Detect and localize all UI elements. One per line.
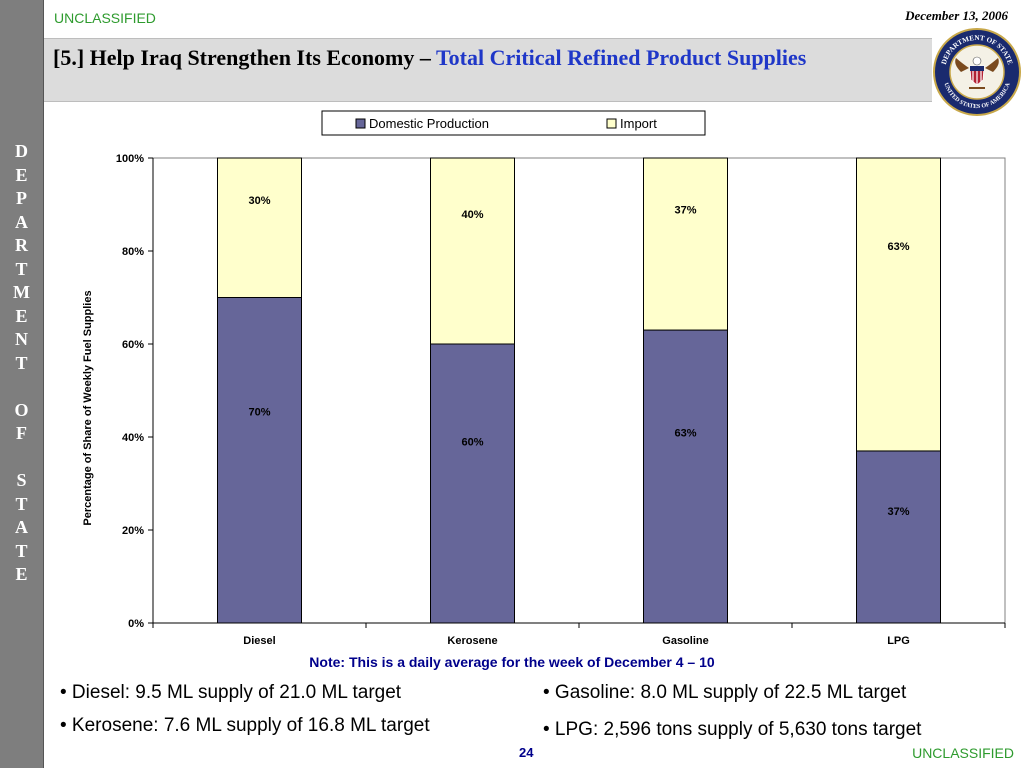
page-number: 24 bbox=[519, 745, 534, 760]
sidebar-band: D E P A R T M E N T O F S T A T E bbox=[0, 0, 44, 768]
y-axis-label: Percentage of Share of Weekly Fuel Suppl… bbox=[82, 290, 94, 525]
y-tick-label: 20% bbox=[122, 525, 144, 537]
bar-segment bbox=[217, 297, 302, 624]
bullet-kerosene: • Kerosene: 7.6 ML supply of 16.8 ML tar… bbox=[60, 715, 430, 736]
chart-note: Note: This is a daily average for the we… bbox=[309, 654, 715, 670]
y-tick-label: 0% bbox=[128, 618, 144, 630]
data-label: 70% bbox=[248, 406, 270, 418]
chart-legend bbox=[321, 110, 706, 136]
bullet-lpg: • LPG: 2,596 tons supply of 5,630 tons t… bbox=[543, 719, 922, 740]
legend-label: Import bbox=[620, 116, 657, 131]
data-label: 37% bbox=[674, 205, 696, 217]
legend-swatch bbox=[355, 118, 366, 129]
data-label: 60% bbox=[461, 437, 483, 449]
department-of-state-seal-icon: DEPARTMENT OF STATE UNITED STATES OF AME… bbox=[933, 28, 1021, 116]
classification-top: UNCLASSIFIED bbox=[54, 10, 156, 26]
bar-segment bbox=[217, 157, 302, 298]
slide-date: December 13, 2006 bbox=[905, 8, 1008, 23]
bullet-gasoline: • Gasoline: 8.0 ML supply of 22.5 ML tar… bbox=[543, 682, 907, 703]
data-label: 37% bbox=[887, 506, 909, 518]
bar-segment bbox=[430, 157, 515, 345]
bar-segment bbox=[430, 343, 515, 624]
legend-swatch bbox=[606, 118, 617, 129]
bar-segment bbox=[643, 329, 728, 624]
title-prefix: [5.] Help Iraq Strengthen Its Economy – bbox=[53, 45, 436, 70]
x-tick-label: Gasoline bbox=[662, 635, 708, 647]
bar-segment bbox=[856, 157, 941, 452]
y-tick-label: 60% bbox=[122, 339, 144, 351]
x-tick-label: Kerosene bbox=[447, 635, 497, 647]
x-tick-label: Diesel bbox=[243, 635, 275, 647]
data-label: 63% bbox=[674, 428, 696, 440]
data-label: 40% bbox=[461, 209, 483, 221]
bullet-diesel: • Diesel: 9.5 ML supply of 21.0 ML targe… bbox=[60, 682, 402, 703]
y-tick-label: 80% bbox=[122, 246, 144, 258]
bar-segment bbox=[856, 450, 941, 624]
classification-bottom: UNCLASSIFIED bbox=[912, 745, 1014, 761]
y-tick-label: 40% bbox=[122, 432, 144, 444]
title-band bbox=[44, 38, 932, 102]
x-tick-label: LPG bbox=[887, 635, 910, 647]
data-label: 30% bbox=[248, 195, 270, 207]
y-tick-label: 100% bbox=[116, 153, 144, 165]
slide-title: [5.] Help Iraq Strengthen Its Economy – … bbox=[53, 42, 923, 73]
title-highlight: Total Critical Refined Product Supplies bbox=[435, 45, 807, 70]
legend-label: Domestic Production bbox=[369, 116, 489, 131]
sidebar-department-label: D E P A R T M E N T O F S T A T E bbox=[13, 141, 30, 584]
data-label: 63% bbox=[887, 241, 909, 253]
bar-segment bbox=[643, 157, 728, 331]
fuel-supply-chart: Domestic Production Import 0% 20% 40% 60% 80%… bbox=[82, 110, 1006, 647]
